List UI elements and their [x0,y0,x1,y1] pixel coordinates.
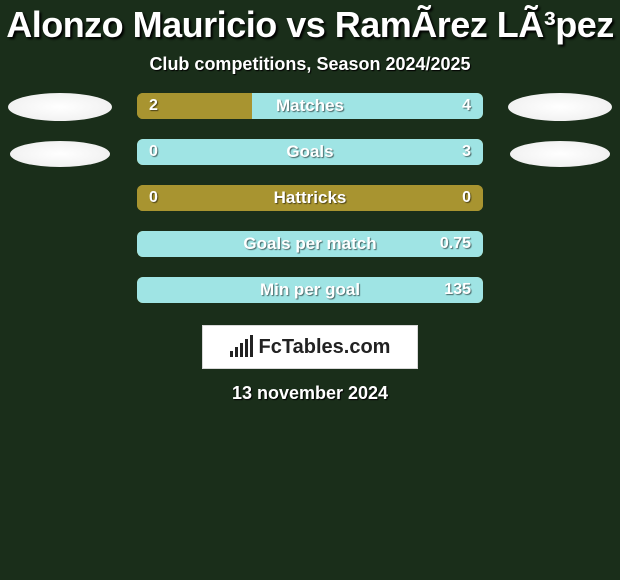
stats-area: Matches24Goals03Hattricks00Goals per mat… [0,93,620,303]
stat-value-right: 3 [462,139,471,165]
stat-value-left: 2 [149,93,158,119]
stat-bars: Matches24Goals03Hattricks00Goals per mat… [137,93,483,303]
brand-text: FcTables.com [259,336,391,359]
stat-value-right: 135 [444,277,471,303]
stat-label: Goals per match [137,231,483,257]
brand-icon-bar [250,335,253,357]
stat-row: Goals per match0.75 [137,231,483,257]
stat-value-left: 0 [149,139,158,165]
stat-label: Hattricks [137,185,483,211]
player1-club-placeholder [10,141,110,167]
brand-box[interactable]: FcTables.com [202,325,418,369]
stat-value-right: 4 [462,93,471,119]
player2-club-placeholder [510,141,610,167]
player2-avatar-col [508,93,612,167]
stat-row: Hattricks0 0 [137,185,483,211]
subtitle-row: Club competitions, Season 2024/2025 [0,54,620,75]
brand-bars-icon [230,337,253,357]
comparison-card: Alonzo Mauricio vs RamÃ­rez LÃ³pez Club … [0,0,620,404]
date-row: 13 november 2024 [0,383,620,404]
page-title: Alonzo Mauricio vs RamÃ­rez LÃ³pez [6,4,614,45]
stat-value-right: 0 [462,185,471,211]
player1-avatar-placeholder [8,93,112,121]
stat-label: Goals [137,139,483,165]
brand-icon-bar [235,347,238,357]
brand-icon-bar [245,339,248,357]
player1-avatar-col [8,93,112,167]
page-subtitle: Club competitions, Season 2024/2025 [149,54,470,74]
stat-row: Goals0 3 [137,139,483,165]
stat-label: Matches [137,93,483,119]
stat-row: Min per goal135 [137,277,483,303]
date-text: 13 november 2024 [232,383,388,403]
brand-icon-bar [240,343,243,357]
stat-value-left: 0 [149,185,158,211]
player2-avatar-placeholder [508,93,612,121]
title-row: Alonzo Mauricio vs RamÃ­rez LÃ³pez [0,4,620,46]
stat-label: Min per goal [137,277,483,303]
stat-row: Matches2 4 [137,93,483,119]
brand-icon-bar [230,351,233,357]
stat-value-right: 0.75 [440,231,471,257]
